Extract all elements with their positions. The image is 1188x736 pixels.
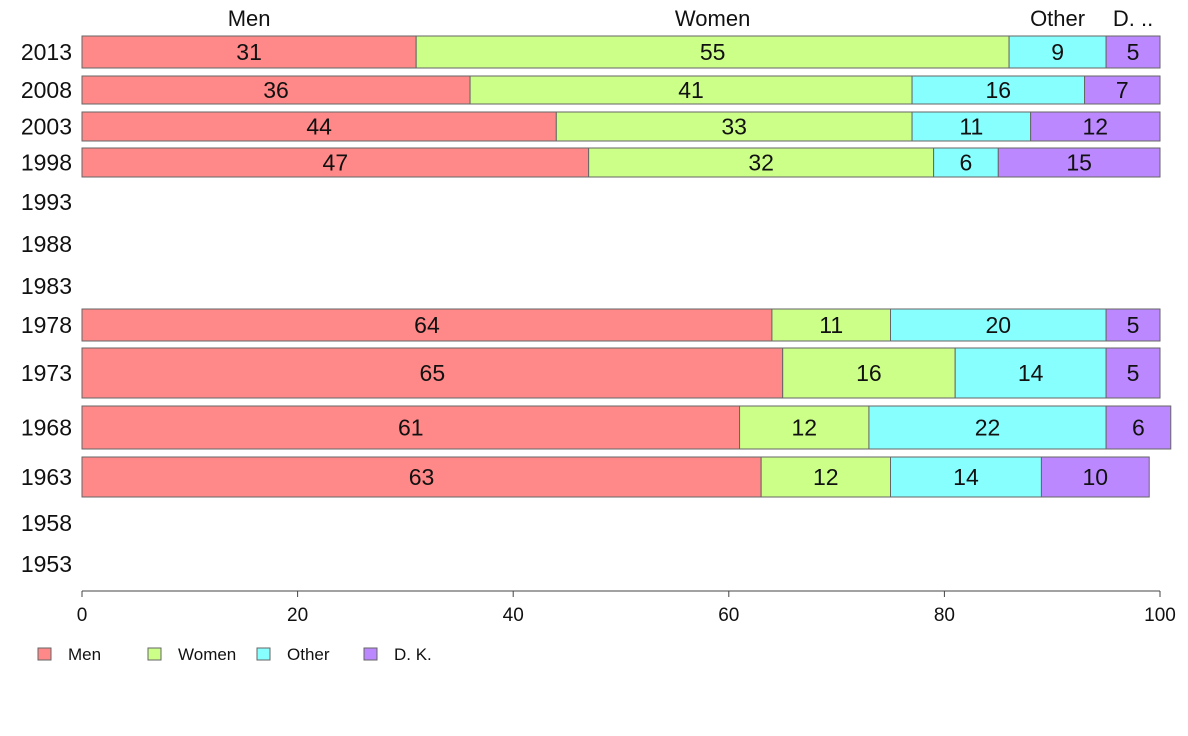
- bar-segment: [890, 456, 1042, 498]
- data-label: 15: [1066, 150, 1092, 176]
- legend-label: Women: [178, 645, 236, 664]
- y-tick-label: 2013: [21, 39, 72, 65]
- data-label: 44: [306, 114, 332, 140]
- data-label: 47: [323, 150, 349, 176]
- data-label: 12: [791, 415, 817, 441]
- data-label: 16: [986, 77, 1012, 103]
- y-tick-label: 1998: [21, 150, 72, 176]
- legend-label: D. K.: [394, 645, 432, 664]
- bar-segment: [1105, 347, 1161, 399]
- bar-segment: [1105, 35, 1161, 69]
- data-label: 14: [953, 464, 979, 490]
- x-tick-label: 40: [503, 605, 524, 626]
- bar-segment: [469, 75, 913, 105]
- y-tick-label: 1963: [21, 464, 72, 490]
- y-axis-labels: 2013 2008 2003 1998 1993 1988 1983 1978 1973 1968…: [21, 39, 72, 577]
- y-tick-label: 2003: [21, 114, 72, 140]
- bar-segment: [588, 147, 935, 178]
- data-label: 6: [960, 150, 973, 176]
- data-label: 7: [1116, 77, 1129, 103]
- bar-segment: [868, 405, 1107, 450]
- y-tick-label: 1978: [21, 312, 72, 338]
- legend: Men Women Other D. K.: [37, 645, 432, 664]
- data-label: 64: [414, 312, 440, 338]
- bar-segment: [81, 405, 741, 450]
- top-label: Women: [675, 6, 750, 31]
- bar-segment: [911, 75, 1086, 105]
- legend-label: Men: [68, 645, 101, 664]
- bar-segment: [81, 147, 590, 178]
- y-tick-label: 1983: [21, 273, 72, 299]
- bar-segment: [415, 35, 1010, 69]
- legend-swatch: [37, 647, 52, 661]
- y-tick-label: 1968: [21, 415, 72, 441]
- bar-segment: [81, 308, 773, 342]
- data-label: 32: [748, 150, 774, 176]
- bar-segment: [1008, 35, 1107, 69]
- x-axis: 0 20 40 60 80 100: [77, 590, 1176, 626]
- data-label: 5: [1127, 39, 1140, 65]
- bar-segment: [555, 111, 913, 142]
- data-label: 36: [263, 77, 289, 103]
- y-tick-label: 2008: [21, 77, 72, 103]
- data-label: 6: [1132, 415, 1145, 441]
- data-label: 65: [420, 360, 446, 386]
- data-label: 12: [1083, 114, 1109, 140]
- x-tick-label: 60: [718, 605, 739, 626]
- top-category-labels: Men Women Other D. ..: [228, 6, 1154, 31]
- y-tick-label: 1973: [21, 360, 72, 386]
- top-label: D. ..: [1113, 6, 1153, 31]
- legend-swatch: [256, 647, 271, 661]
- bar-segment: [81, 347, 784, 399]
- bar-segment: [1084, 75, 1161, 105]
- data-label: 20: [986, 312, 1012, 338]
- y-tick-label: 1988: [21, 231, 72, 257]
- bar-segment: [997, 147, 1161, 178]
- data-label: 16: [856, 360, 882, 386]
- data-label: 22: [975, 415, 1001, 441]
- top-label: Other: [1030, 6, 1085, 31]
- top-label: Men: [228, 6, 271, 31]
- legend-swatch: [363, 647, 378, 661]
- y-tick-label: 1953: [21, 551, 72, 577]
- data-label: 9: [1051, 39, 1064, 65]
- bar-segment: [1105, 308, 1161, 342]
- bar-segment: [782, 347, 956, 399]
- bar-segment: [1040, 456, 1150, 498]
- data-label: 5: [1127, 312, 1140, 338]
- data-label: 12: [813, 464, 839, 490]
- bar-segment: [954, 347, 1107, 399]
- data-label: 11: [959, 114, 983, 140]
- bar-segment: [1030, 111, 1161, 142]
- legend-label: Other: [287, 645, 330, 664]
- data-label: 10: [1083, 464, 1109, 490]
- x-tick-label: 100: [1144, 605, 1176, 626]
- data-label: 5: [1127, 360, 1140, 386]
- data-label: 63: [409, 464, 435, 490]
- data-label: 33: [721, 114, 747, 140]
- x-tick-label: 0: [77, 605, 88, 626]
- y-tick-label: 1993: [21, 189, 72, 215]
- x-tick-label: 80: [934, 605, 955, 626]
- data-label: 61: [398, 415, 424, 441]
- data-label: 31: [236, 39, 262, 65]
- bar-segment: [771, 308, 891, 342]
- legend-swatch: [147, 647, 162, 661]
- data-label: 11: [819, 312, 843, 338]
- data-label: 14: [1018, 360, 1044, 386]
- bar-segment: [81, 456, 762, 498]
- bar-segment: [81, 111, 557, 142]
- bar-segment: [81, 75, 471, 105]
- y-tick-label: 1958: [21, 510, 72, 536]
- bar-segment: [1105, 405, 1172, 450]
- bar-segment: [890, 308, 1107, 342]
- data-label: 55: [700, 39, 726, 65]
- x-tick-label: 20: [287, 605, 308, 626]
- bar-segment: [81, 35, 417, 69]
- data-label: 41: [678, 77, 704, 103]
